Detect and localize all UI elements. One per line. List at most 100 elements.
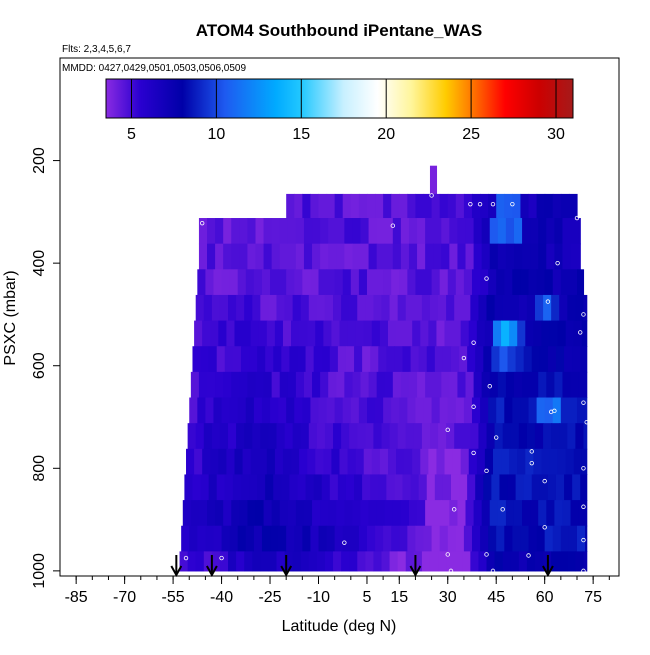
heatmap-cell xyxy=(236,423,245,450)
heatmap-cell xyxy=(543,423,552,450)
heatmap-cell xyxy=(268,294,278,322)
heatmap-cell xyxy=(320,371,329,399)
heatmap-cell xyxy=(539,474,549,501)
heatmap-cell xyxy=(334,525,344,552)
heatmap-cell xyxy=(581,448,588,476)
heatmap-cell xyxy=(425,500,434,527)
heatmap-cell xyxy=(462,551,471,572)
heatmap-cell xyxy=(473,500,483,527)
heatmap-cell xyxy=(441,243,450,270)
heatmap-cell xyxy=(483,474,492,501)
heatmap-cell xyxy=(378,474,387,501)
heatmap-cell xyxy=(278,269,287,296)
colorbar-tick-label-20: 20 xyxy=(377,126,395,143)
heatmap-cell xyxy=(583,294,588,322)
heatmap-cell xyxy=(567,294,576,322)
heatmap-cell xyxy=(455,525,465,552)
heatmap-cell xyxy=(421,551,431,572)
heatmap-cell xyxy=(520,269,530,296)
heatmap-cell xyxy=(538,371,547,399)
heatmap-cell xyxy=(265,474,274,501)
sample-point xyxy=(471,450,476,456)
heatmap-cell xyxy=(425,218,434,245)
heatmap-cell xyxy=(408,500,418,527)
heatmap-cell xyxy=(572,346,581,373)
heatmap-cell xyxy=(198,243,208,270)
heatmap-cell xyxy=(312,243,321,270)
heatmap-cell xyxy=(365,294,375,322)
y-axis: 200 400 600 800 1000 xyxy=(31,147,60,589)
heatmap-cell xyxy=(203,294,213,322)
heatmap-cell xyxy=(489,218,499,245)
heatmap-cell xyxy=(513,371,523,399)
heatmap-cell xyxy=(263,218,273,245)
heatmap-cell xyxy=(218,448,228,476)
heatmap-cell xyxy=(429,165,438,195)
heatmap-cell xyxy=(302,397,312,424)
heatmap-cell xyxy=(383,397,392,424)
sample-point xyxy=(445,427,450,433)
heatmap-cell xyxy=(268,423,278,450)
heatmap-cell xyxy=(211,423,221,450)
heatmap-cell xyxy=(454,551,463,572)
heatmap-cell xyxy=(568,193,578,219)
heatmap-cell xyxy=(471,397,481,424)
heatmap-cell xyxy=(478,423,488,450)
heatmap-cell xyxy=(229,397,239,424)
heatmap-cell xyxy=(305,346,315,373)
heatmap-cell xyxy=(190,371,200,399)
heatmap-cell xyxy=(240,346,250,373)
heatmap-cell xyxy=(570,371,580,399)
heatmap-cell xyxy=(224,346,234,373)
heatmap-cell xyxy=(465,371,475,399)
heatmap-cell xyxy=(274,320,284,347)
heatmap-cell xyxy=(484,448,494,476)
heatmap-cell xyxy=(255,371,265,399)
heatmap-cell xyxy=(192,346,202,373)
heatmap-cell xyxy=(215,218,224,245)
sample-point xyxy=(581,568,586,574)
heatmap-cell xyxy=(536,397,546,424)
heatmap-cell xyxy=(336,371,345,399)
heatmap-cell xyxy=(302,525,312,552)
heatmap-cell xyxy=(534,551,544,572)
heatmap-cell xyxy=(538,243,547,270)
heatmap-cell xyxy=(247,218,257,245)
heatmap-cell xyxy=(308,423,318,450)
heatmap-cell xyxy=(279,371,289,399)
heatmap-cell xyxy=(299,320,308,347)
heatmap-cell xyxy=(562,243,572,270)
heatmap-cell xyxy=(517,448,526,476)
x-tick-label-45: 45 xyxy=(487,589,505,606)
heatmap-cell xyxy=(471,525,481,552)
heatmap-cell xyxy=(447,269,457,296)
heatmap-cell xyxy=(303,243,313,270)
sample-points-layer xyxy=(183,193,589,574)
heatmap-cell xyxy=(554,371,564,399)
heatmap-cell xyxy=(486,551,496,572)
heatmap-cell xyxy=(412,448,421,476)
x-tick-label-30: 30 xyxy=(439,589,457,606)
heatmap-cell xyxy=(231,243,240,270)
heatmap-cell xyxy=(496,525,505,552)
heatmap-cell xyxy=(488,525,497,552)
heatmap-cell xyxy=(489,371,499,399)
heatmap-cell xyxy=(478,294,488,322)
heatmap-cell xyxy=(266,448,276,476)
heatmap-cell xyxy=(318,193,328,219)
sample-point xyxy=(471,340,476,345)
heatmap-cell xyxy=(515,346,525,373)
x-tick-label-60: 60 xyxy=(536,589,554,606)
heatmap-cell xyxy=(421,423,431,450)
heatmap-cell xyxy=(575,294,585,322)
heatmap-cell xyxy=(439,193,449,219)
heatmap-cell xyxy=(312,371,321,399)
heatmap-cell xyxy=(344,371,354,399)
heatmap-cell xyxy=(252,423,261,450)
heatmap-cell xyxy=(207,218,216,245)
heatmap-cell xyxy=(447,525,457,552)
heatmap-cell xyxy=(463,525,473,552)
heatmap-cell xyxy=(215,371,224,399)
heatmap-cell xyxy=(407,397,417,424)
heatmap-cell xyxy=(320,218,329,245)
